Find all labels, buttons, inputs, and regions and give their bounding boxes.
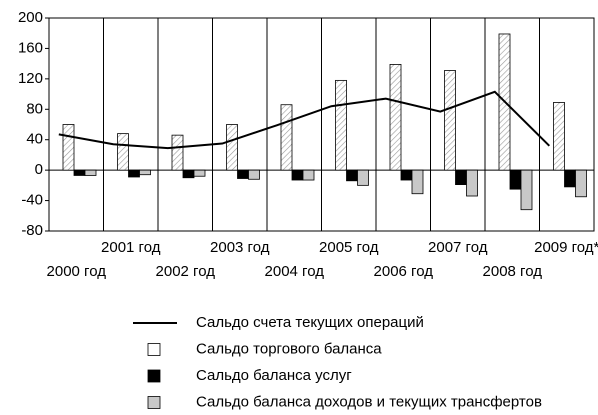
- bar: [280, 104, 293, 171]
- bar: [411, 169, 424, 195]
- x-tick-label: 2000 год: [47, 263, 107, 280]
- bar: [357, 169, 369, 186]
- bar: [171, 134, 184, 171]
- y-tick-label: 40: [26, 131, 43, 148]
- x-tick-label: 2009 год*: [534, 239, 598, 256]
- bar: [346, 169, 358, 182]
- bar: [139, 169, 151, 176]
- bar: [444, 70, 456, 171]
- x-tick-label: 2006 год: [374, 263, 434, 280]
- y-tick-label: 160: [18, 39, 43, 56]
- x-tick-label: 2003 год: [210, 239, 270, 256]
- bar: [182, 169, 195, 179]
- legend-label: Сальдо баланса услуг: [196, 367, 352, 384]
- line-series: [58, 90, 551, 150]
- bar: [335, 79, 347, 171]
- legend-label: Сальдо торгового баланса: [196, 340, 382, 357]
- legend-swatch: [147, 343, 161, 356]
- bar: [117, 133, 129, 171]
- bar: [400, 169, 413, 181]
- bar: [575, 169, 587, 198]
- bar: [128, 169, 140, 178]
- x-tick-label: 2007 год: [428, 239, 488, 256]
- y-tick-label: 80: [26, 100, 43, 117]
- bar: [509, 169, 522, 190]
- bar: [193, 169, 206, 177]
- legend-swatch: [147, 369, 161, 383]
- legend-label: Сальдо баланса доходов и текущих трансфе…: [196, 393, 542, 410]
- x-tick-label: 2004 год: [265, 263, 325, 280]
- bar: [553, 102, 565, 171]
- bar: [73, 169, 86, 176]
- bar: [302, 169, 315, 181]
- y-tick-label: 200: [18, 9, 43, 26]
- y-tick-label: 0: [35, 161, 43, 178]
- bar: [226, 124, 238, 171]
- bar: [564, 169, 576, 188]
- bar: [455, 169, 467, 185]
- legend-label: Сальдо счета текущих операций: [196, 314, 424, 331]
- bar: [84, 169, 97, 176]
- bar: [62, 124, 75, 171]
- bar: [389, 64, 402, 171]
- x-tick-label: 2001 год: [101, 239, 161, 256]
- bar: [466, 169, 478, 197]
- bar: [237, 169, 249, 179]
- y-tick-label: 120: [18, 70, 43, 87]
- y-tick-label: -40: [21, 192, 43, 209]
- bar: [520, 169, 533, 211]
- y-tick-label: -80: [21, 222, 43, 239]
- legend-swatch: [147, 396, 161, 409]
- x-tick-label: 2008 год: [483, 263, 543, 280]
- x-tick-label: 2002 год: [156, 263, 216, 280]
- bar: [291, 169, 304, 181]
- bar: [248, 169, 260, 180]
- x-tick-label: 2005 год: [319, 239, 379, 256]
